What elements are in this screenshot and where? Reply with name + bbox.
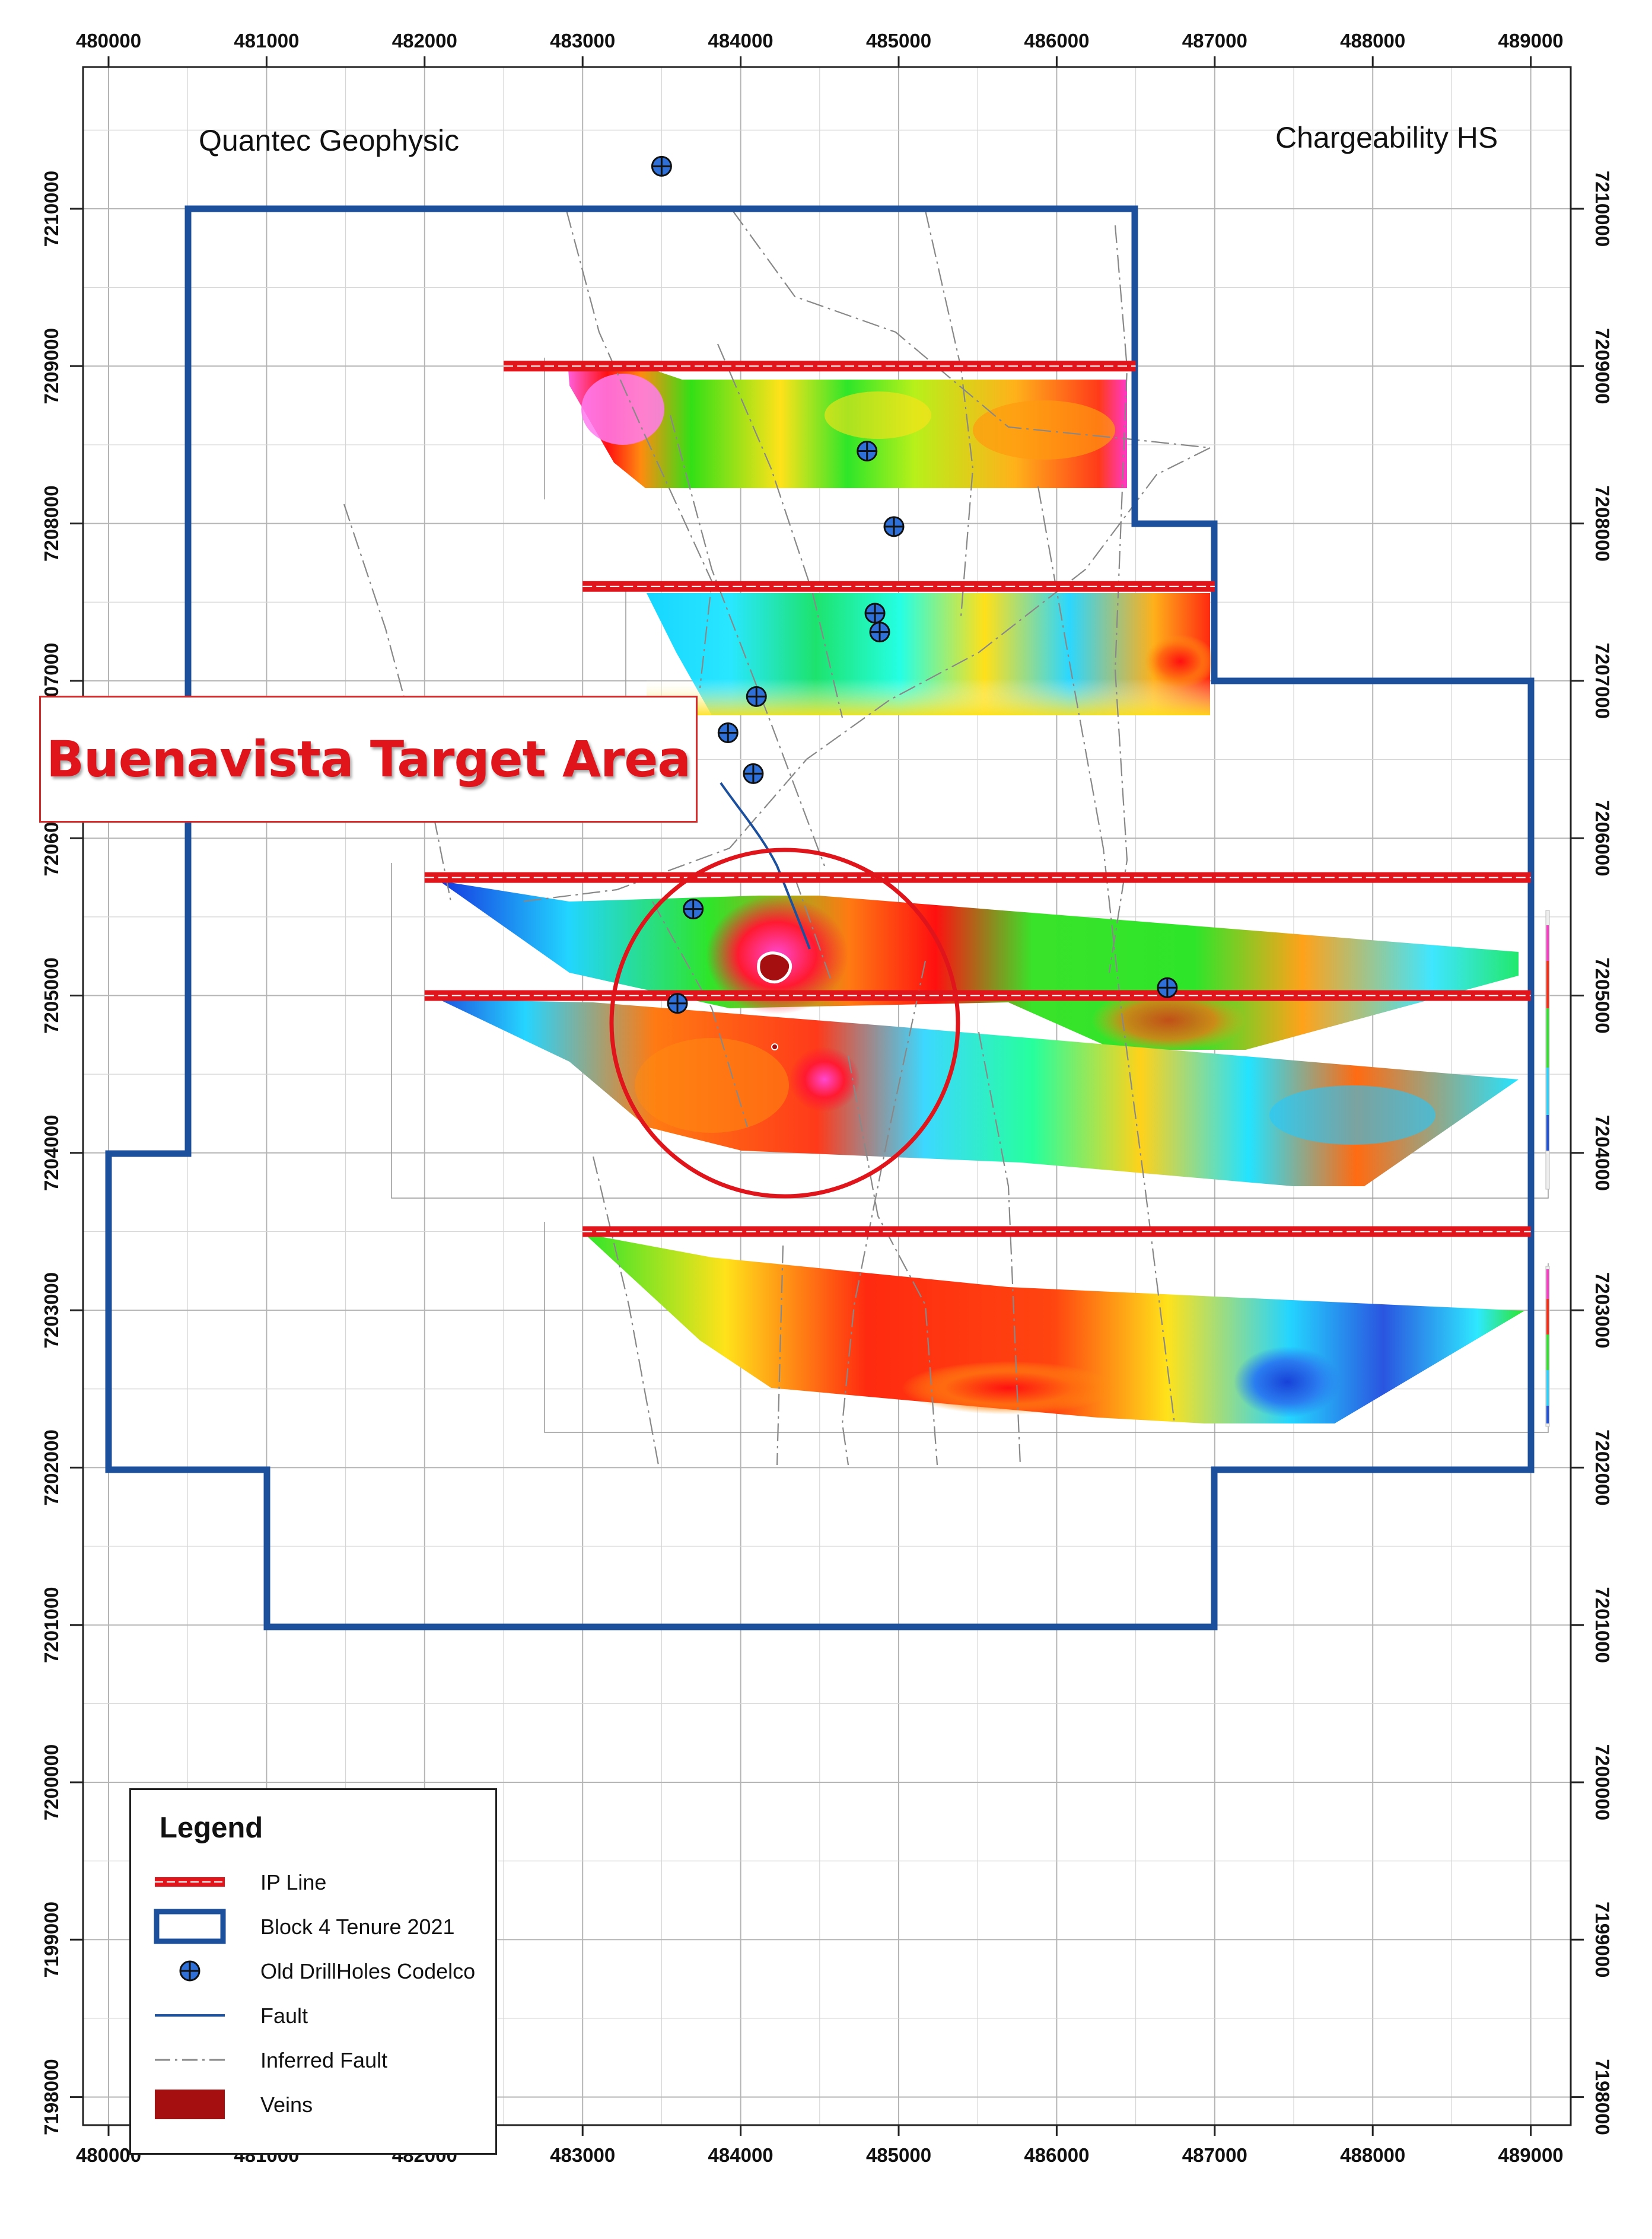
legend-title: Legend [160,1812,263,1844]
y-tick-label-left: 7203000 [40,1272,62,1348]
y-tick-label-right: 7207000 [1591,643,1613,719]
target-circle [609,848,960,1199]
x-tick-label-bottom: 483000 [550,2144,615,2166]
legend-item-veins: Veins [154,2087,486,2122]
x-tick-label-top: 487000 [1182,30,1247,52]
tenure-block-4 [105,205,1535,1630]
y-tick-label-left: 7200000 [40,1744,62,1820]
y-tick-label-right: 7210000 [1591,171,1613,247]
legend-item-inferred-fault: Inferred Fault [154,2042,486,2078]
legend-label: Block 4 Tenure 2021 [260,1915,455,1939]
legend: Legend IP Line Block 4 Tenure 2021 Old D… [129,1788,497,2155]
y-tick-label-right: 7209000 [1591,328,1613,404]
legend-item-tenure: Block 4 Tenure 2021 [154,1909,486,1944]
legend-label: Inferred Fault [260,2048,388,2072]
y-tick-label-right: 7200000 [1591,1744,1613,1820]
drillhole-icon [179,1960,200,1982]
y-tick-label-left: 7209000 [40,328,62,404]
y-tick-label-right: 7205000 [1591,957,1613,1033]
x-tick-label-top: 480000 [76,30,141,52]
x-tick-label-top: 484000 [708,30,774,52]
map-title-right: Chargeability HS [1275,121,1498,154]
x-tick-label-bottom: 489000 [1498,2144,1564,2166]
x-tick-label-bottom: 486000 [1024,2144,1089,2166]
legend-label: Old DrillHoles Codelco [260,1959,476,1983]
y-tick-label-right: 7208000 [1591,485,1613,561]
x-tick-label-bottom: 484000 [708,2144,774,2166]
y-tick-label-left: 7204000 [40,1115,62,1191]
y-tick-label-left: 7208000 [40,485,62,561]
ip-line [583,1226,1531,1237]
target-area-label: Buenavista Target Area [46,730,691,788]
legend-label: Veins [260,2093,313,2117]
x-tick-label-top: 488000 [1340,30,1405,52]
legend-item-fault: Fault [154,1998,486,2033]
y-tick-label-right: 7201000 [1591,1587,1613,1662]
axis-ticks: 4800004800004810004810004820004820004830… [40,30,1613,2166]
section-frames [391,358,1549,1433]
legend-label: IP Line [260,1870,327,1894]
x-tick-label-bottom: 487000 [1182,2144,1247,2166]
x-tick-label-top: 486000 [1024,30,1089,52]
drillholes [651,155,1178,1014]
map-frame [82,66,1572,2126]
y-tick-label-right: 7203000 [1591,1272,1613,1348]
x-tick-label-top: 485000 [866,30,931,52]
vein-marker [757,951,792,1050]
inferred-fault-icon [155,2059,225,2061]
ip-section-7203500 [584,1234,1524,1423]
y-tick-label-left: 7199000 [40,1902,62,1977]
y-tick-label-right: 7206000 [1591,800,1613,876]
fault-line [720,782,811,950]
x-tick-label-top: 483000 [550,30,615,52]
ip-lines [424,361,1531,1237]
x-tick-label-top: 481000 [234,30,299,52]
legend-item-drillhole: Old DrillHoles Codelco [154,1953,486,1989]
y-tick-label-left: 7202000 [40,1429,62,1505]
map-title-left: Quantec Geophysic [199,124,460,157]
y-tick-label-right: 7202000 [1591,1429,1613,1505]
x-tick-label-top: 482000 [392,30,457,52]
legend-item-ip-line: IP Line [154,1864,486,1900]
y-tick-label-left: 7201000 [40,1587,62,1662]
y-tick-label-right: 7199000 [1591,1902,1613,1977]
x-tick-label-bottom: 488000 [1340,2144,1405,2166]
ip-section-7207600 [647,593,1216,715]
veins-icon [155,2090,225,2119]
target-area-label-box: Buenavista Target Area [39,696,698,823]
y-tick-label-right: 7204000 [1591,1115,1613,1191]
x-tick-label-top: 489000 [1498,30,1564,52]
y-tick-label-left: 7198000 [40,2059,62,2135]
x-tick-label-bottom: 485000 [866,2144,931,2166]
colour-scale-bars [1545,910,1550,1427]
ip-section-7205000 [439,999,1519,1186]
ip-section-7209000 [568,370,1127,488]
tenure-box-icon [154,1909,226,1944]
fault-icon [155,2014,225,2017]
y-tick-label-left: 7205000 [40,957,62,1033]
y-tick-label-left: 7210000 [40,171,62,247]
y-tick-label-right: 7198000 [1591,2059,1613,2135]
ip-line-icon [155,1877,225,1887]
legend-label: Fault [260,2004,308,2028]
